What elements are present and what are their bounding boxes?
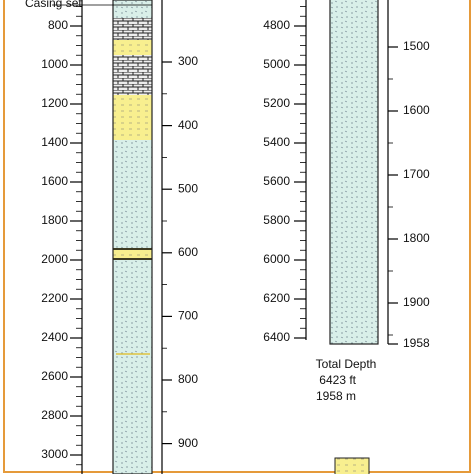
ft-label: 5600 xyxy=(263,174,290,188)
ft-label: 2400 xyxy=(41,330,68,344)
m-label: 800 xyxy=(178,372,198,386)
ft-label: 1000 xyxy=(41,57,68,71)
m-label: 1500 xyxy=(403,39,430,53)
right-column xyxy=(329,0,379,345)
ft-label: 1600 xyxy=(41,174,68,188)
total-depth-title: Total Depth xyxy=(316,357,377,371)
ft-label: 6000 xyxy=(263,252,290,266)
m-label: 900 xyxy=(178,436,198,450)
ft-label: 5400 xyxy=(263,135,290,149)
m-label: 600 xyxy=(178,245,198,259)
m-label: 700 xyxy=(178,309,198,323)
ft-label: 5800 xyxy=(263,213,290,227)
ft-label: 6400 xyxy=(263,330,290,344)
m-label: 1958 xyxy=(403,336,430,350)
m-label: 1700 xyxy=(403,167,430,181)
m-label: 1900 xyxy=(403,295,430,309)
ft-label: 1200 xyxy=(41,96,68,110)
ft-label: 5000 xyxy=(263,57,290,71)
ft-label: 800 xyxy=(48,18,68,32)
ft-label: 2800 xyxy=(41,408,68,422)
ft-label: 1800 xyxy=(41,213,68,227)
total-depth-m: 1958 m xyxy=(316,389,356,403)
ft-label: 2000 xyxy=(41,252,68,266)
m-label: 1600 xyxy=(403,103,430,117)
m-label: 400 xyxy=(178,118,198,132)
left-column xyxy=(112,0,153,474)
ft-label: 3000 xyxy=(41,447,68,461)
ft-label: 1400 xyxy=(41,135,68,149)
ft-label: 4800 xyxy=(263,18,290,32)
ft-label: 2200 xyxy=(41,291,68,305)
ft-label: 6200 xyxy=(263,291,290,305)
total-depth-ft: 6423 ft xyxy=(319,373,356,387)
m-label: 1800 xyxy=(403,231,430,245)
ft-label: 2600 xyxy=(41,369,68,383)
m-label: 500 xyxy=(178,181,198,195)
frame xyxy=(3,0,471,473)
casing-label: Casing set xyxy=(25,0,82,10)
m-label: 300 xyxy=(178,54,198,68)
legend-swatch xyxy=(334,457,370,474)
ft-label: 5200 xyxy=(263,96,290,110)
